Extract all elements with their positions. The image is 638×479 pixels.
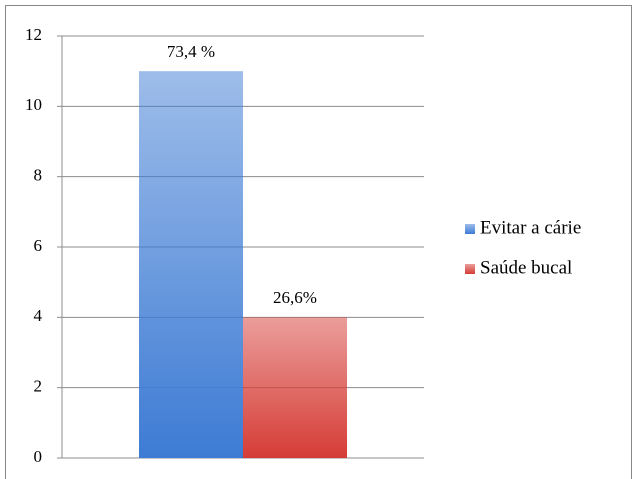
y-tick-label: 2: [34, 377, 43, 396]
value-label: 26,6%: [273, 288, 317, 307]
y-tick-label: 4: [34, 306, 43, 325]
legend-swatch: [465, 264, 475, 274]
y-tick-label: 10: [25, 95, 42, 114]
y-tick-label: 6: [34, 236, 43, 255]
legend-label: Evitar a cárie: [480, 217, 581, 238]
bar: [243, 317, 347, 458]
y-tick-label: 8: [34, 166, 43, 185]
value-label: 73,4 %: [167, 42, 215, 61]
frame: [5, 5, 632, 479]
y-tick-label: 0: [34, 447, 43, 466]
legend: Evitar a cárie Saúde bucal: [465, 217, 581, 278]
bar: [139, 71, 243, 459]
legend-label: Saúde bucal: [480, 257, 572, 278]
legend-swatch: [465, 224, 475, 234]
y-tick-label: 12: [25, 25, 42, 44]
